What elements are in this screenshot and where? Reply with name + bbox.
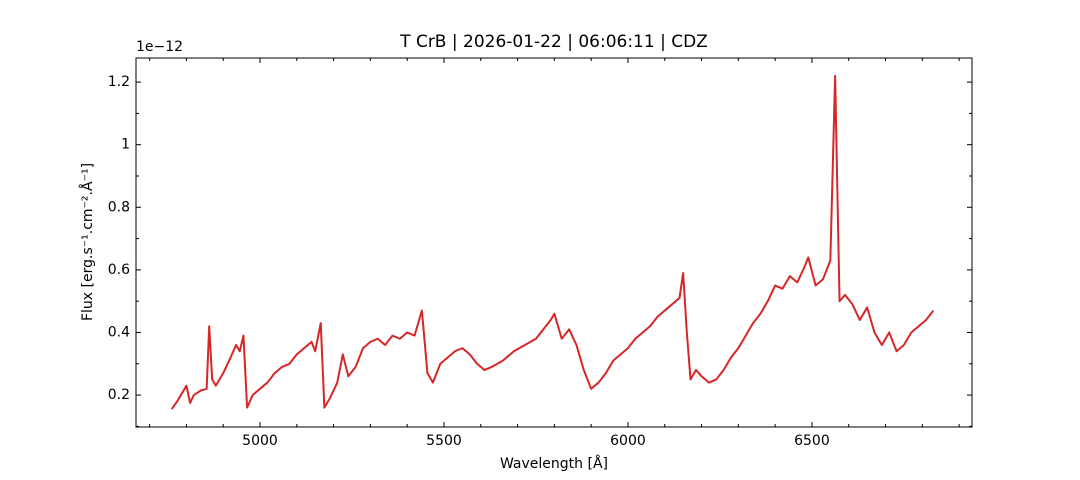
y-axis-label: Flux [erg.s⁻¹.cm⁻².Å⁻¹]: [79, 163, 96, 321]
plot-frame: [135, 57, 973, 428]
x-tick-label: 5000: [242, 433, 278, 449]
chart-title: T CrB | 2026-01-22 | 06:06:11 | CDZ: [399, 32, 708, 52]
x-tick-label: 6500: [794, 433, 830, 449]
x-axis-label: Wavelength [Å]: [500, 455, 608, 472]
y-tick-label: 0.6: [108, 262, 130, 278]
spectrum-line: [170, 74, 935, 410]
y-tick-label: 0.8: [108, 199, 130, 215]
x-tick-label: 5500: [426, 433, 462, 449]
y-offset-label: 1e−12: [136, 39, 183, 55]
y-tick-label: 1: [121, 137, 130, 153]
x-tick-label: 6000: [610, 433, 646, 449]
y-tick-label: 0.2: [108, 387, 130, 403]
y-tick-label: 1.2: [108, 74, 130, 90]
y-tick-label: 0.4: [108, 324, 130, 340]
